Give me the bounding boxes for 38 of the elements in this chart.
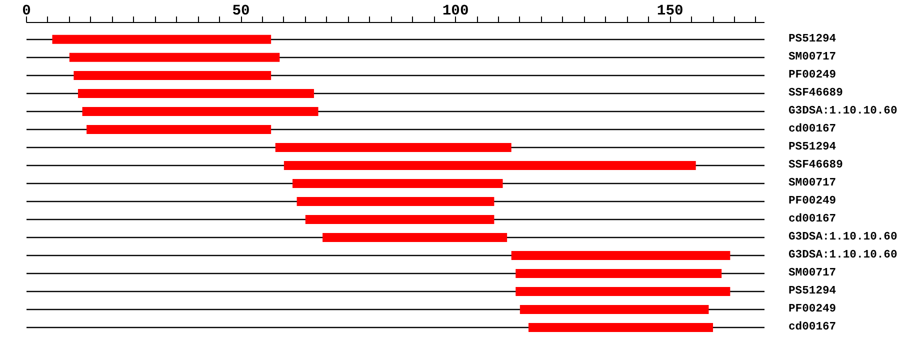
bar — [69, 52, 280, 62]
y-tick-label: G3DSA:1.10.10.60 — [788, 250, 898, 262]
y-tick-label: PF00249 — [788, 304, 836, 316]
bar — [292, 178, 503, 188]
y-tick-label: PF00249 — [788, 69, 836, 82]
bar — [322, 233, 508, 242]
bar — [528, 323, 714, 332]
x-tick-label: 0 — [22, 4, 31, 20]
y-tick-label: SM00717 — [788, 51, 836, 64]
bar — [284, 160, 696, 170]
y-tick-label: SM00717 — [788, 268, 836, 280]
x-tick-label: 150 — [656, 4, 684, 20]
y-tick-label: SM00717 — [788, 177, 836, 190]
y-tick-label: PF00249 — [788, 195, 836, 208]
y-tick-label: G3DSA:1.10.10.60 — [788, 232, 898, 244]
bar — [305, 214, 494, 224]
bar — [520, 305, 709, 314]
bar — [78, 88, 314, 98]
bar — [82, 106, 318, 116]
y-tick-label: cd00167 — [788, 122, 836, 136]
y-tick-label: SSF46689 — [788, 87, 844, 100]
bar — [516, 287, 730, 296]
y-tick-label: cd00167 — [788, 320, 836, 334]
y-tick-label: SSF46689 — [788, 159, 844, 172]
bar — [86, 124, 272, 134]
y-tick-label: G3DSA:1.10.10.60 — [788, 105, 898, 118]
y-tick-label: PS51294 — [788, 141, 836, 154]
y-tick-label: PS51294 — [788, 286, 836, 298]
bar — [74, 70, 272, 80]
x-tick-label: 50 — [232, 4, 250, 20]
bar — [275, 142, 512, 152]
bar — [511, 251, 730, 260]
bar — [52, 34, 272, 44]
bar — [516, 269, 722, 278]
y-tick-label: cd00167 — [788, 212, 836, 226]
y-tick-label: PS51294 — [788, 33, 836, 46]
x-tick-label: 100 — [442, 4, 469, 20]
bar — [296, 196, 494, 206]
